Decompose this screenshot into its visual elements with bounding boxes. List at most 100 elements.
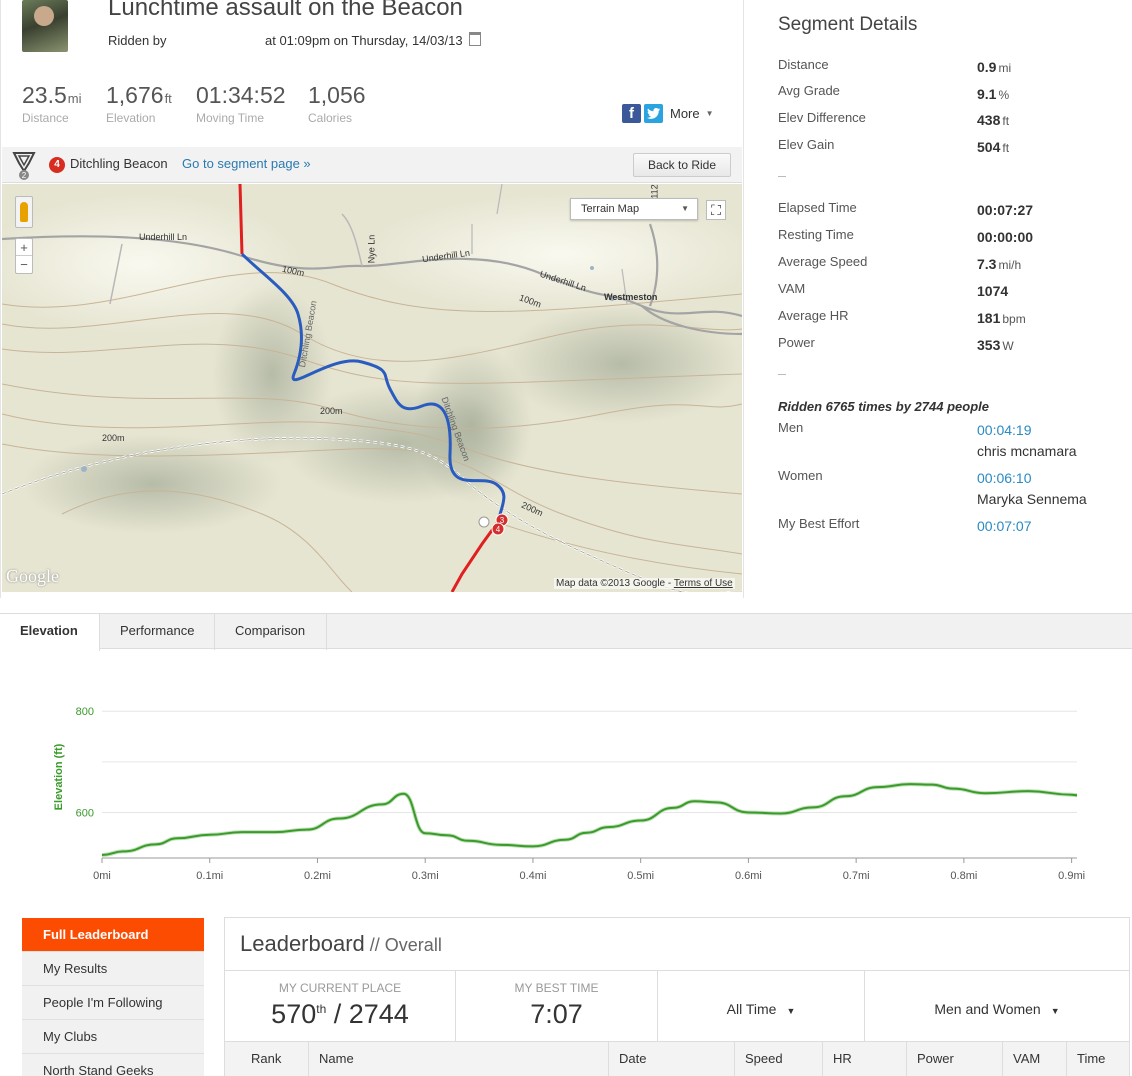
column-vam[interactable]: VAM — [1003, 1042, 1067, 1076]
facebook-icon[interactable]: f — [622, 104, 641, 123]
caret-down-icon: ▼ — [1050, 1006, 1060, 1016]
detail-label: Elev Difference — [778, 110, 866, 125]
current-place-cell: MY CURRENT PLACE 570th / 2744 — [225, 971, 456, 1041]
best-effort-label: My Best Effort — [778, 516, 860, 531]
terms-of-use-link[interactable]: Terms of Use — [673, 578, 733, 589]
best-time-caption: MY BEST TIME — [514, 981, 599, 995]
column-date[interactable]: Date — [609, 1042, 735, 1076]
men-kom-time-link[interactable]: 00:04:19 — [977, 422, 1032, 438]
stat-value: 1,676 — [106, 82, 164, 108]
street-view-pegman-icon[interactable] — [15, 196, 33, 228]
detail-label: VAM — [778, 281, 806, 296]
fullscreen-icon[interactable]: ⛶ — [706, 200, 726, 220]
twitter-icon[interactable] — [644, 104, 663, 123]
x-tick-label: 0.6mi — [735, 870, 762, 882]
column-rank[interactable]: Rank — [225, 1042, 309, 1076]
ridden-count: Ridden 6765 times by 2744 people — [778, 399, 989, 414]
column-time[interactable]: Time — [1077, 1051, 1106, 1066]
detail-value: 00:07:27 — [977, 202, 1033, 218]
women-qom-name[interactable]: Maryka Sennema — [977, 491, 1087, 507]
menu-people-following[interactable]: People I'm Following — [22, 986, 204, 1020]
contour-label: 200m — [320, 406, 343, 416]
time-filter-value: All Time — [726, 1001, 777, 1017]
best-effort-time-link[interactable]: 00:07:07 — [977, 518, 1032, 534]
detail-value: 438 ft — [977, 112, 1009, 128]
zoom-in-icon[interactable]: + — [16, 239, 32, 256]
marker-4[interactable]: 4 — [496, 525, 501, 534]
segment-details-title: Segment Details — [778, 14, 918, 35]
zoom-out-icon[interactable]: − — [20, 257, 28, 272]
gender-filter-select[interactable]: Men and Women ▼ — [865, 971, 1129, 1041]
detail-value: 7.3 mi/h — [977, 256, 1021, 272]
x-tick-label: 0.7mi — [843, 870, 870, 882]
stat-moving-time: 01:34:52 Moving Time — [196, 82, 286, 125]
detail-value: 0.9 mi — [977, 59, 1011, 75]
x-tick-label: 0.9mi — [1058, 870, 1085, 882]
detail-number: 1074 — [977, 283, 1009, 299]
column-name[interactable]: Name — [309, 1042, 609, 1076]
leaderboard-table-header: Rank Name Date Speed HR Power VAM Time — [225, 1042, 1129, 1076]
detail-number: 181 — [977, 310, 1001, 326]
tab-performance[interactable]: Performance — [100, 614, 215, 650]
time-filter-select[interactable]: All Time ▼ — [658, 971, 865, 1041]
leaderboard-separator: // — [364, 935, 385, 955]
best-time-cell: MY BEST TIME 7:07 — [456, 971, 658, 1041]
back-to-ride-button[interactable]: Back to Ride — [633, 153, 731, 177]
tab-elevation[interactable]: Elevation — [0, 614, 100, 651]
detail-label: Average Speed — [778, 254, 868, 269]
stat-value: 01:34:52 — [196, 82, 286, 108]
women-qom-time-link[interactable]: 00:06:10 — [977, 470, 1032, 486]
stat-unit: ft — [164, 91, 172, 106]
detail-number: 00:07:27 — [977, 202, 1034, 218]
zoom-control[interactable]: + − — [15, 238, 33, 274]
column-power[interactable]: Power — [907, 1042, 1003, 1076]
detail-number: 504 — [977, 139, 1001, 155]
road-label: Nye Ln — [366, 234, 377, 264]
detail-number: 00:00:00 — [977, 229, 1034, 245]
share-bar: f More ▼ — [622, 104, 714, 123]
x-tick-label: 0.2mi — [304, 870, 331, 882]
x-tick-label: 0.8mi — [950, 870, 977, 882]
segment-page-link[interactable]: Go to segment page » — [182, 156, 311, 171]
men-kom-name[interactable]: chris mcnamara — [977, 443, 1077, 459]
calendar-icon[interactable] — [469, 32, 481, 46]
map-type-select[interactable]: Terrain Map ▼ — [570, 198, 698, 220]
segment-bar: 2 4 Ditchling Beacon Go to segment page … — [2, 147, 742, 183]
column-speed[interactable]: Speed — [735, 1042, 823, 1076]
detail-label: Power — [778, 335, 815, 350]
elevation-line — [101, 783, 1078, 856]
detail-label: Avg Grade — [778, 83, 840, 98]
x-tick-label: 0.3mi — [412, 870, 439, 882]
elevation-chart[interactable]: 600 800 Elevation (ft) 0mi 0.1mi 0.2mi 0.3mi 0.… — [0, 672, 1132, 892]
place-total: / 2744 — [326, 999, 409, 1029]
kom-rank: 2 — [22, 171, 27, 180]
menu-my-results[interactable]: My Results — [22, 952, 204, 986]
avatar[interactable] — [22, 0, 68, 52]
x-tick-label: 0mi — [93, 870, 111, 882]
detail-label: Resting Time — [778, 227, 854, 242]
stat-calories: 1,056 Calories — [308, 82, 366, 125]
best-time-value: 7:07 — [530, 999, 583, 1029]
stat-label: Moving Time — [196, 111, 265, 125]
map[interactable]: 3 4 Underhill Ln Underhill Ln Underhill … — [2, 184, 742, 592]
ride-panel — [0, 0, 744, 598]
stat-label: Elevation — [106, 111, 156, 125]
more-button[interactable]: More — [670, 106, 700, 121]
detail-value: 504 ft — [977, 139, 1009, 155]
men-label: Men — [778, 420, 804, 435]
stat-distance: 23.5mi Distance — [22, 82, 81, 125]
column-hr[interactable]: HR — [823, 1042, 907, 1076]
y-tick-label: 800 — [76, 706, 94, 718]
menu-full-leaderboard[interactable]: Full Leaderboard — [22, 918, 204, 952]
menu-my-clubs[interactable]: My Clubs — [22, 1020, 204, 1054]
current-place-caption: MY CURRENT PLACE — [278, 981, 402, 995]
marker-3[interactable]: 3 — [500, 516, 505, 525]
tab-comparison[interactable]: Comparison — [215, 614, 327, 650]
divider — [778, 176, 786, 177]
elevation-chart-svg: 600 800 Elevation (ft) 0mi 0.1mi 0.2mi 0.3mi 0.… — [53, 706, 1085, 882]
chevron-down-icon[interactable]: ▼ — [705, 109, 714, 118]
stat-label: Calories — [308, 111, 353, 125]
menu-club-north-stand-geeks[interactable]: North Stand Geeks — [22, 1054, 204, 1076]
y-tick-label: 600 — [76, 807, 94, 819]
detail-value: 181 bpm — [977, 310, 1026, 326]
